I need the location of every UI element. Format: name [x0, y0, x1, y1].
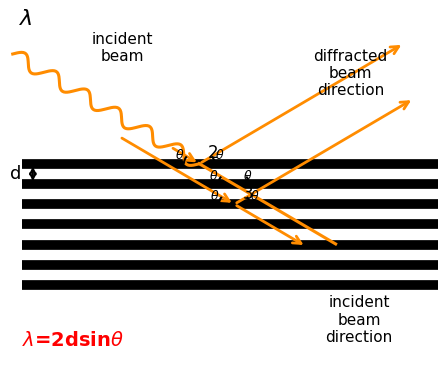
Text: $\theta$: $\theta$	[210, 189, 219, 203]
Text: incident
beam
direction: incident beam direction	[325, 295, 393, 345]
Text: $\theta$: $\theta$	[250, 189, 259, 203]
Text: $\lambda$: $\lambda$	[19, 9, 33, 29]
Text: $\theta$: $\theta$	[215, 148, 224, 162]
Text: diffracted
beam
direction: diffracted beam direction	[313, 49, 388, 99]
Text: $\theta$: $\theta$	[243, 169, 252, 183]
Text: $\theta$: $\theta$	[209, 169, 219, 183]
Text: $\theta$: $\theta$	[175, 148, 184, 162]
Text: d: d	[10, 165, 21, 183]
Text: 3: 3	[243, 185, 254, 203]
Text: 2: 2	[208, 145, 219, 162]
Text: incident
beam: incident beam	[92, 32, 153, 64]
Text: $\lambda$=2dsin$\theta$: $\lambda$=2dsin$\theta$	[22, 331, 124, 350]
